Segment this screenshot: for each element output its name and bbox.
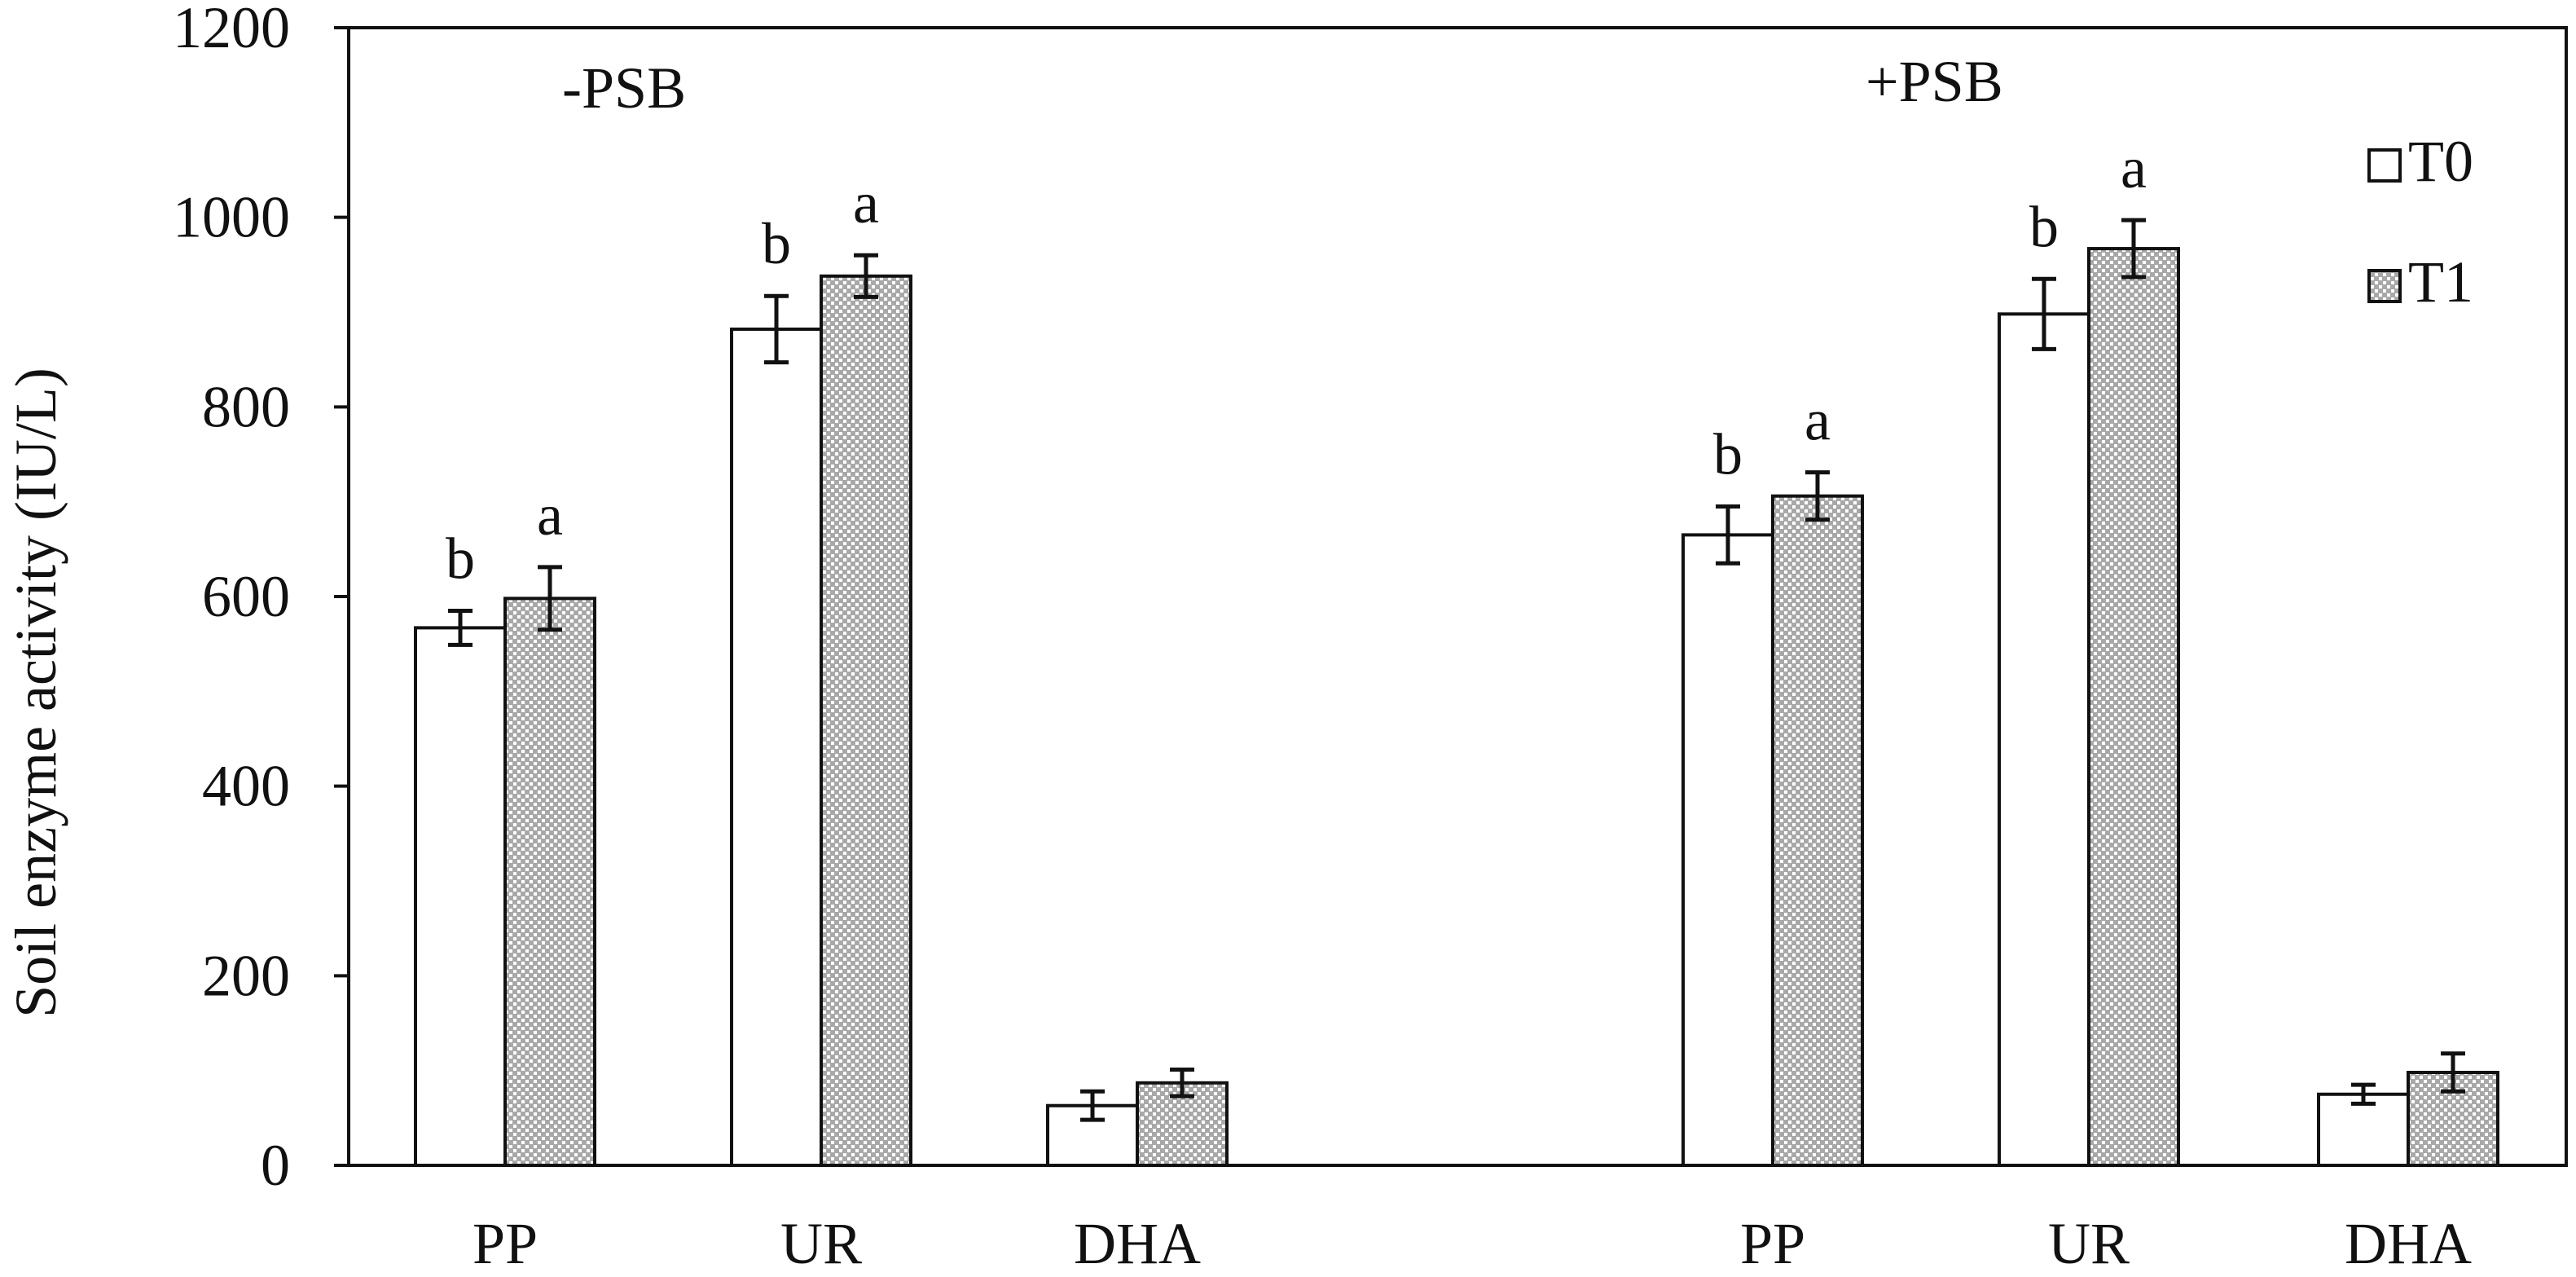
bar-psb-ur-t1 bbox=[2087, 247, 2180, 1168]
bars-layer bbox=[414, 218, 2499, 1168]
group-label-plus-psb: +PSB bbox=[1866, 49, 2003, 114]
significance-letter: a bbox=[537, 482, 563, 548]
x-category-label: PP bbox=[1740, 1211, 1805, 1276]
y-tick-label: 1000 bbox=[173, 185, 290, 250]
significance-letter: b bbox=[446, 526, 475, 591]
significance-letter: a bbox=[853, 170, 879, 236]
significance-letter: a bbox=[2121, 135, 2147, 200]
y-axis-label: Soil enzyme activity (IU/L) bbox=[3, 368, 68, 1018]
y-axis: 0 200 400 600 800 1000 1200 bbox=[173, 0, 349, 1198]
x-category-label: UR bbox=[780, 1211, 862, 1276]
x-category-label: DHA bbox=[2345, 1211, 2472, 1276]
y-tick-label: 0 bbox=[261, 1133, 290, 1198]
y-tick-label: 200 bbox=[202, 943, 290, 1008]
bar-psb-pp-t1 bbox=[503, 597, 596, 1167]
legend-label-t0: T0 bbox=[2408, 129, 2473, 194]
legend-label-t1: T1 bbox=[2408, 249, 2473, 315]
bar-psb-pp-t0 bbox=[1681, 533, 1774, 1167]
y-tick-label: 800 bbox=[202, 374, 290, 439]
legend-swatch-t0 bbox=[2367, 148, 2402, 183]
significance-letter: a bbox=[1805, 388, 1831, 453]
bar-psb-ur-t1 bbox=[820, 274, 912, 1167]
y-tick-label: 600 bbox=[202, 564, 290, 629]
bar-psb-pp-t1 bbox=[1771, 494, 1864, 1167]
significance-letter: b bbox=[2029, 194, 2059, 259]
bar-psb-ur-t0 bbox=[1998, 312, 2090, 1167]
y-tick-label: 400 bbox=[202, 754, 290, 819]
plot-area-frame bbox=[347, 26, 2568, 1167]
significance-letter: b bbox=[762, 211, 791, 276]
bar-psb-ur-t0 bbox=[730, 327, 823, 1168]
legend: T0 T1 bbox=[2367, 129, 2473, 315]
group-label-minus-psb: -PSB bbox=[562, 55, 686, 121]
y-tick-label: 1200 bbox=[173, 0, 290, 60]
x-category-label: DHA bbox=[1074, 1211, 1201, 1276]
x-category-label: PP bbox=[473, 1211, 538, 1276]
bar-psb-pp-t0 bbox=[414, 626, 507, 1167]
x-category-label: UR bbox=[2048, 1211, 2130, 1276]
legend-swatch-t1 bbox=[2367, 269, 2402, 303]
significance-letter: b bbox=[1713, 421, 1743, 487]
